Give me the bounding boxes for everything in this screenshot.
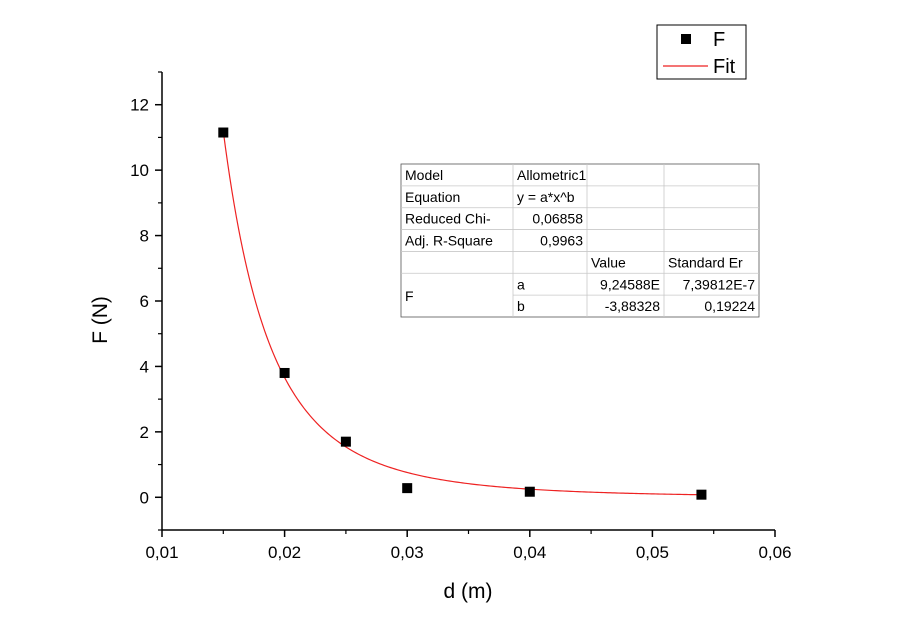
legend-label-fit: Fit: [713, 56, 736, 78]
table-cell: Equation: [405, 189, 460, 205]
x-tick-label: 0,04: [513, 543, 546, 562]
table-cell: 0,9963: [540, 233, 583, 249]
table-cell: a: [517, 276, 525, 292]
x-ticks: 0,01 0,02 0,03 0,04 0,05 0,06: [145, 530, 792, 562]
table-cell: b: [517, 298, 525, 314]
table-cell: Value: [591, 254, 626, 270]
y-ticks: 0 2 4 6 8 10 12: [130, 71, 162, 531]
data-point: [696, 489, 707, 500]
y-tick-label: 12: [130, 96, 149, 115]
data-point: [524, 486, 535, 497]
y-tick-label: 2: [140, 423, 149, 442]
fit-table-cells: Model Allometric1 Equation y = a*x^b Reduced…: [405, 167, 755, 314]
table-cell: 9,24588E: [600, 276, 660, 292]
legend-box: [656, 24, 747, 80]
x-tick-label: 0,06: [758, 543, 791, 562]
x-axis-title: d (m): [444, 580, 493, 603]
y-tick-label: 0: [140, 488, 149, 507]
data-point: [402, 483, 413, 494]
table-cell: y = a*x^b: [517, 189, 575, 205]
table-cell: Adj. R-Square: [405, 233, 493, 249]
legend-marker-f: [681, 34, 691, 44]
legend-label-f: F: [713, 29, 725, 51]
x-tick-label: 0,05: [636, 543, 669, 562]
table-cell: 0,06858: [532, 211, 583, 227]
table-cell: F: [405, 288, 414, 304]
y-tick-label: 6: [140, 292, 149, 311]
table-cell: Model: [405, 167, 443, 183]
table-cell: Standard Er: [668, 254, 743, 270]
data-point: [218, 127, 229, 138]
y-tick-label: 4: [140, 357, 149, 376]
fit-table-border: [400, 163, 760, 318]
table-cell: Allometric1: [517, 167, 586, 183]
y-tick-label: 8: [140, 227, 149, 246]
table-cell: -3,88328: [605, 298, 660, 314]
fit-curve: [222, 131, 702, 496]
fit-table-grid: [401, 164, 759, 317]
fit-results-table: Model Allometric1 Equation y = a*x^b Reduced…: [400, 163, 760, 318]
x-tick-label: 0,02: [268, 543, 301, 562]
x-tick-label: 0,01: [145, 543, 178, 562]
data-points: [218, 127, 707, 500]
data-point: [340, 436, 351, 447]
table-cell: Reduced Chi-: [405, 211, 491, 227]
y-tick-label: 10: [130, 161, 149, 180]
table-cell: 7,39812E-7: [683, 276, 756, 292]
table-cell: 0,19224: [704, 298, 755, 314]
legend: F Fit: [656, 24, 747, 80]
x-tick-label: 0,03: [391, 543, 424, 562]
y-axis-title: F (N): [89, 296, 112, 344]
data-point: [279, 367, 290, 378]
